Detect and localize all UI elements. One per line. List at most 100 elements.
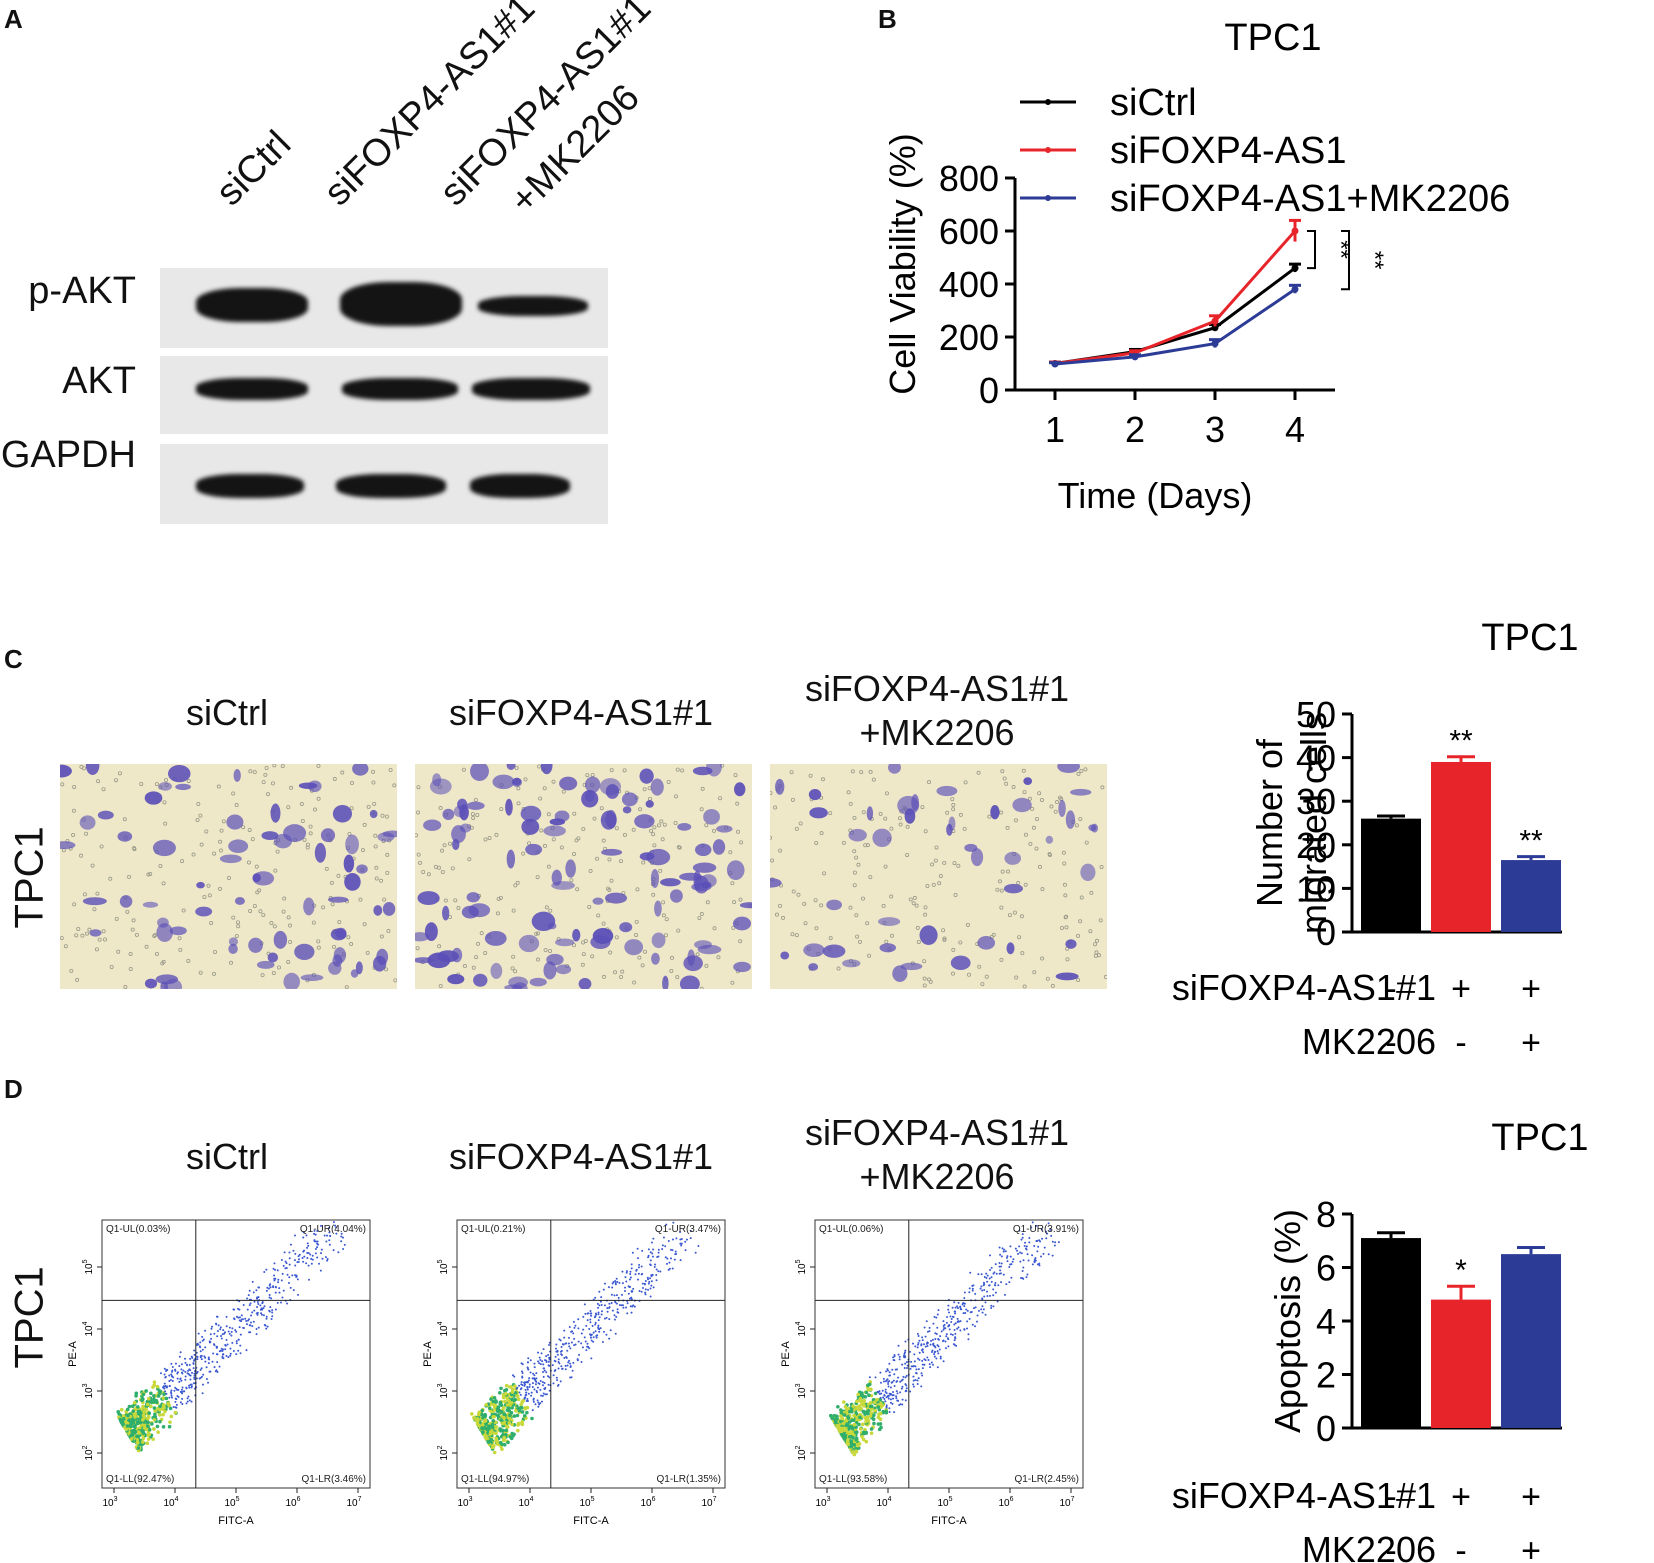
flow-event xyxy=(340,1240,343,1243)
flow-event xyxy=(481,1430,485,1435)
flow-event xyxy=(184,1357,187,1360)
panel-letter-d: D xyxy=(4,1074,23,1104)
membrane-pore xyxy=(289,785,294,790)
membrane-pore xyxy=(587,904,592,909)
flow-event xyxy=(966,1327,969,1330)
membrane-pore xyxy=(1045,976,1050,981)
flow-event xyxy=(603,1282,606,1285)
membrane-pore xyxy=(344,985,349,989)
flow-event xyxy=(523,1381,526,1384)
flow-event xyxy=(529,1359,532,1362)
flow-event xyxy=(510,1397,515,1402)
flow-event xyxy=(590,1333,593,1336)
flow-event xyxy=(500,1442,504,1447)
flow-event xyxy=(616,1280,619,1283)
flow-event xyxy=(1021,1233,1024,1236)
membrane-pore xyxy=(461,767,466,772)
flow-event xyxy=(1020,1252,1023,1255)
bar-chart-title: TPC1 xyxy=(1491,1117,1588,1159)
flow-event xyxy=(168,1420,172,1424)
stained-cell xyxy=(506,764,516,771)
flow-event xyxy=(857,1442,862,1446)
membrane-pore xyxy=(548,949,553,954)
flow-event xyxy=(1027,1259,1030,1262)
stained-cell xyxy=(645,800,654,808)
flow-event xyxy=(593,1316,596,1319)
flow-event xyxy=(873,1391,878,1396)
flow-event xyxy=(667,1268,670,1271)
membrane-pore xyxy=(494,832,499,837)
membrane-pore xyxy=(1019,914,1024,919)
flow-event xyxy=(274,1277,277,1280)
flow-event xyxy=(893,1411,896,1414)
stained-cell xyxy=(320,828,336,843)
flow-event xyxy=(974,1306,977,1309)
flow-event xyxy=(951,1306,954,1309)
flow-event xyxy=(1026,1253,1029,1256)
membrane-pore xyxy=(515,880,520,885)
stained-cell xyxy=(780,951,790,960)
flow-event xyxy=(1001,1247,1004,1250)
stained-cell xyxy=(990,805,1000,820)
flow-event xyxy=(219,1326,222,1329)
flow-event xyxy=(181,1397,184,1400)
membrane-pore xyxy=(499,807,504,812)
membrane-pore xyxy=(286,959,291,964)
flow-event xyxy=(912,1385,915,1388)
flow-event xyxy=(245,1319,248,1322)
flow-y-tick-label: 102 xyxy=(82,1445,95,1460)
stained-cell xyxy=(734,782,746,797)
flow-event xyxy=(216,1315,219,1318)
stained-cell xyxy=(601,848,623,856)
flow-event xyxy=(200,1358,203,1361)
stained-cell xyxy=(584,776,601,793)
flow-event xyxy=(237,1338,240,1341)
flow-x-tick-label: 103 xyxy=(102,1496,117,1509)
flow-event xyxy=(630,1263,633,1266)
flow-event xyxy=(175,1387,178,1390)
membrane-pore xyxy=(953,893,958,898)
flow-event xyxy=(537,1351,540,1354)
stained-cell xyxy=(343,854,355,873)
flow-event xyxy=(568,1345,571,1348)
flow-event xyxy=(239,1333,242,1336)
membrane-pore xyxy=(438,984,443,989)
membrane-pore xyxy=(889,933,894,938)
membrane-pore xyxy=(673,821,678,826)
flow-event xyxy=(340,1235,343,1238)
membrane-pore xyxy=(559,845,564,850)
flow-event xyxy=(564,1342,567,1345)
x-tick-label: 4 xyxy=(1285,409,1305,450)
flow-event xyxy=(869,1427,874,1431)
membrane-pore xyxy=(349,806,354,811)
flow-event xyxy=(504,1432,508,1437)
flow-event xyxy=(1038,1262,1041,1265)
flow-event xyxy=(650,1274,653,1277)
stained-cell xyxy=(505,798,513,816)
flow-event xyxy=(226,1343,229,1346)
flow-event xyxy=(904,1389,907,1392)
stained-cell xyxy=(60,764,72,778)
flow-event xyxy=(935,1332,938,1335)
flow-event xyxy=(326,1234,329,1237)
flow-event xyxy=(618,1281,621,1284)
membrane-pore xyxy=(649,828,654,833)
flow-event xyxy=(636,1257,639,1260)
flow-event xyxy=(272,1267,275,1270)
flow-event xyxy=(237,1316,240,1319)
flow-event xyxy=(335,1232,338,1235)
stained-cell xyxy=(520,805,542,822)
flow-event xyxy=(594,1321,597,1324)
membrane-pore xyxy=(643,949,648,954)
membrane-pore xyxy=(820,777,825,782)
migration-title-sifoxp4-mk: siFOXP4-AS1#1 xyxy=(804,668,1070,709)
flow-event xyxy=(901,1398,904,1401)
membrane-pore xyxy=(538,796,543,801)
flow-event xyxy=(1017,1252,1020,1255)
flow-x-tick-label: 104 xyxy=(163,1496,178,1509)
flow-event xyxy=(271,1309,274,1312)
flow-event xyxy=(136,1409,141,1414)
membrane-pore xyxy=(257,888,262,893)
membrane-pore xyxy=(308,831,313,836)
flow-event xyxy=(651,1252,654,1255)
